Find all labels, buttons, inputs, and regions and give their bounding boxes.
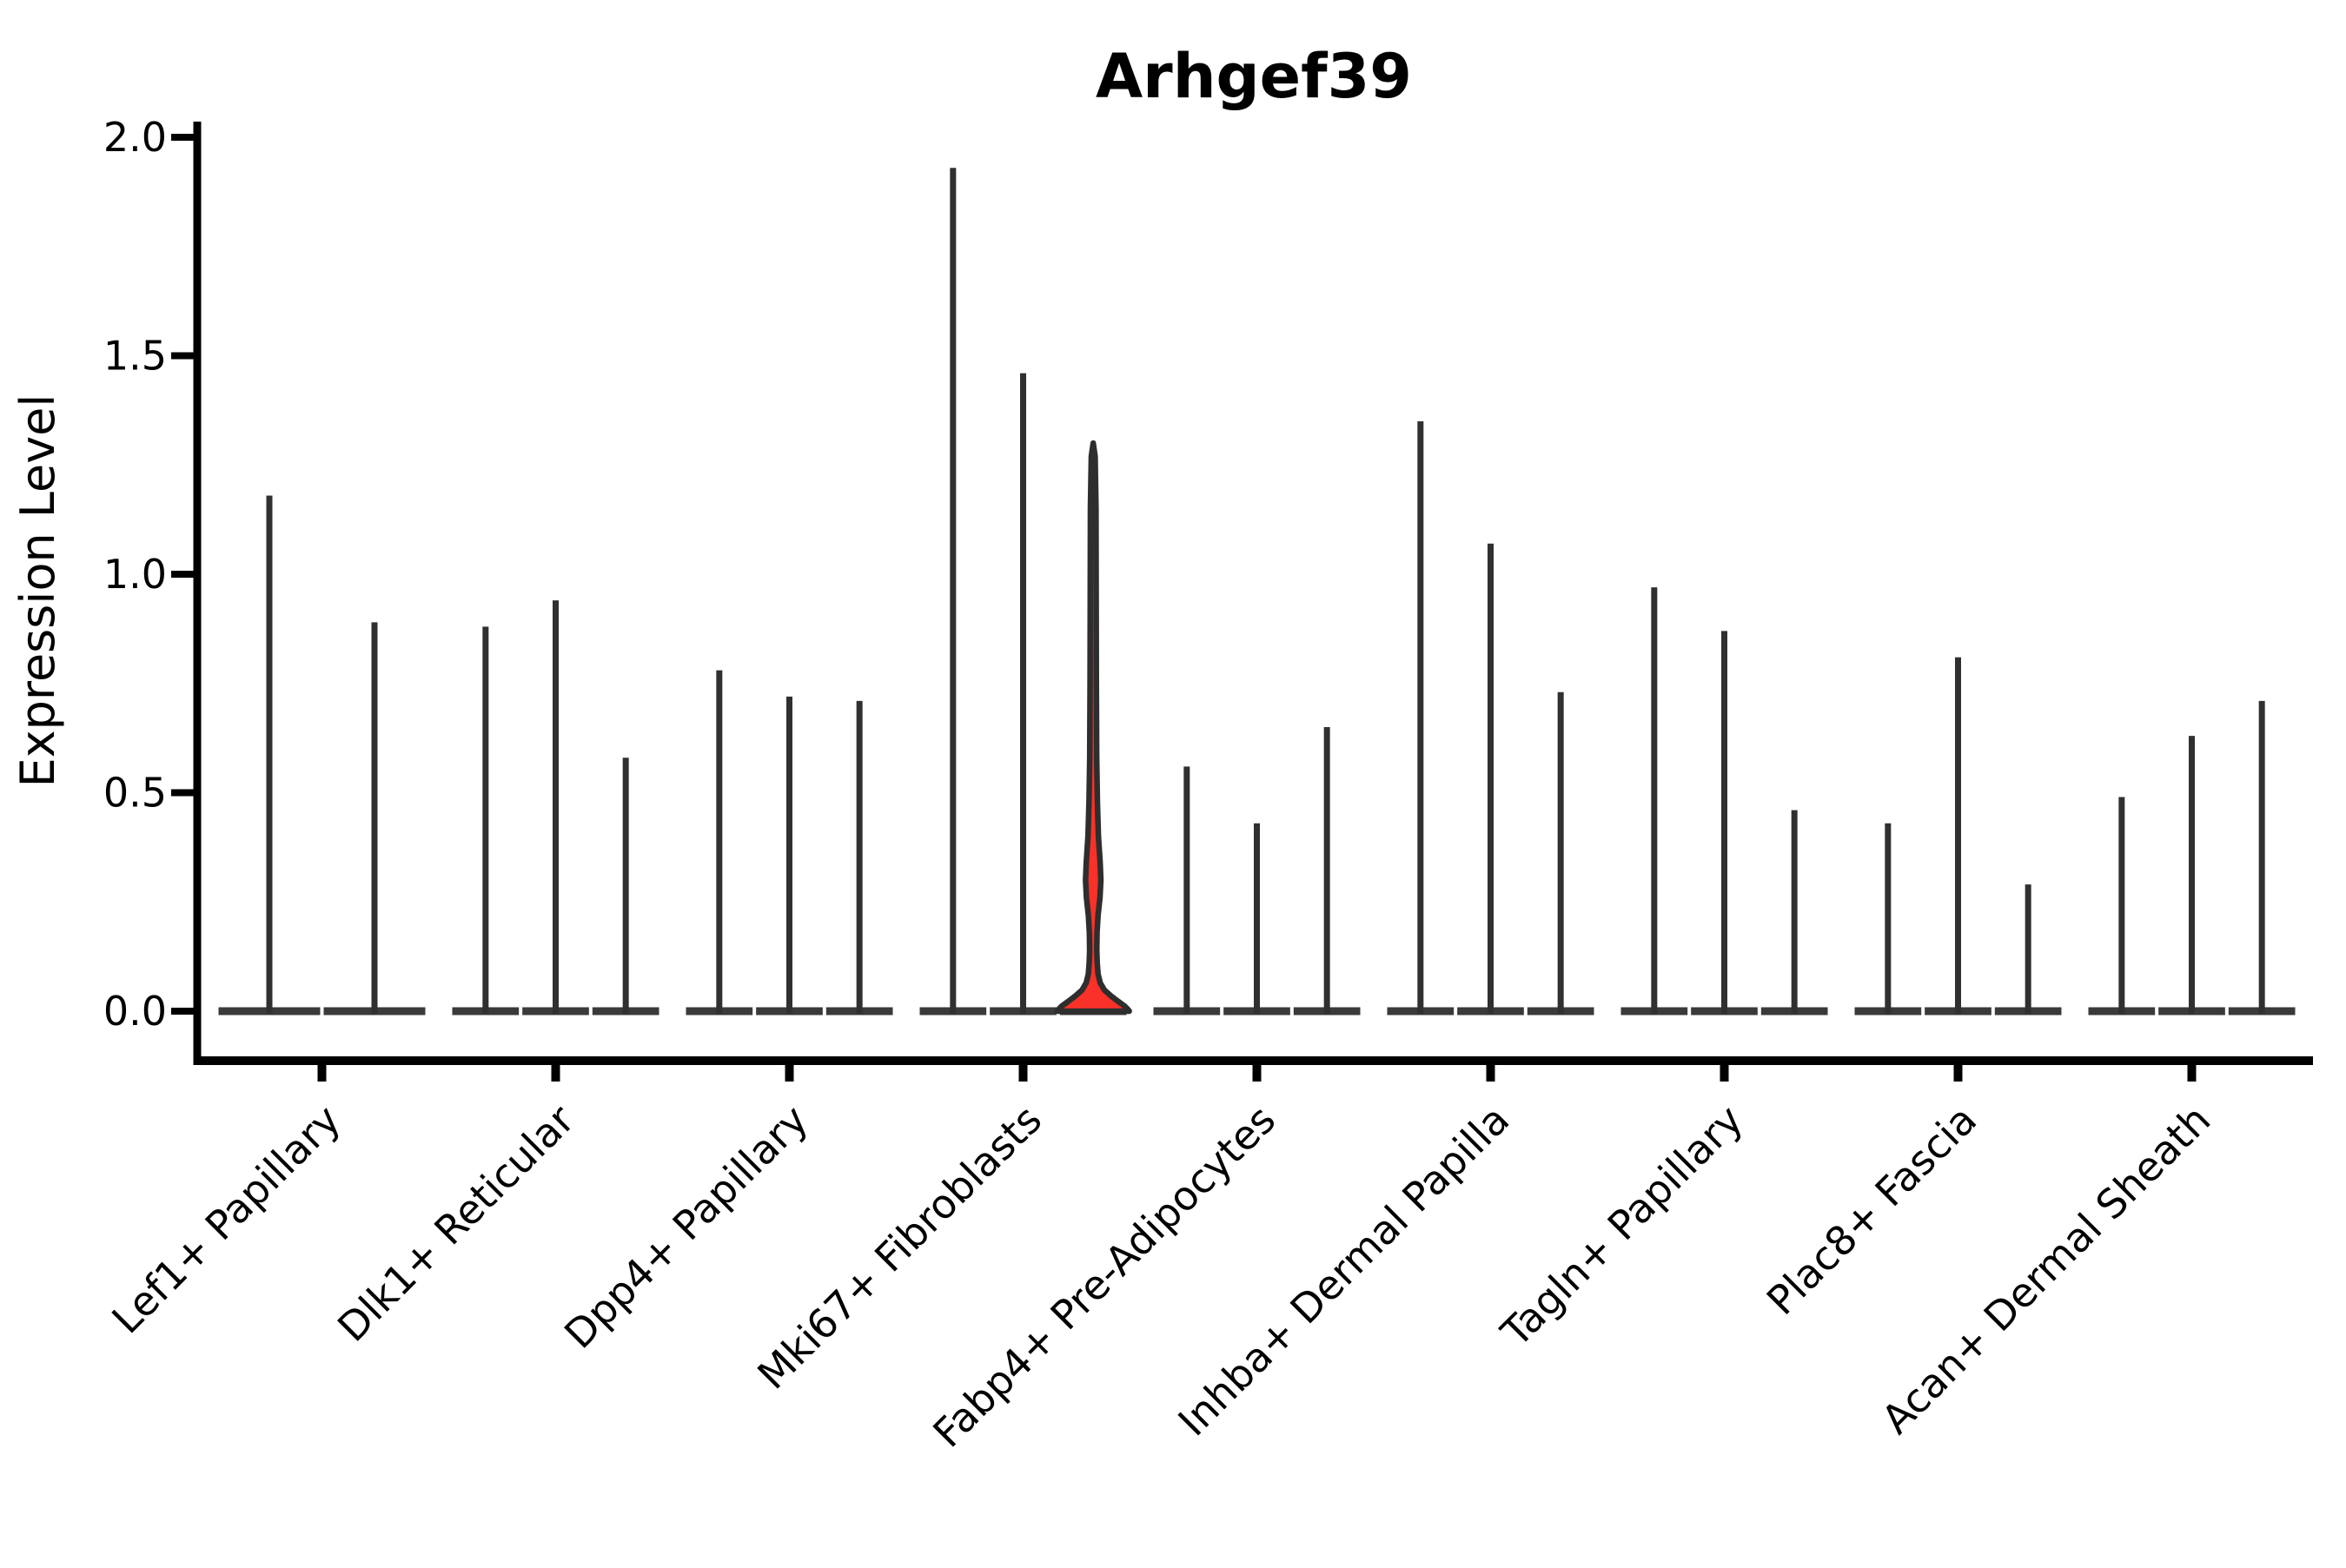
y-tick-label: 2.0 (103, 114, 167, 161)
x-category-label: Dlk1+ Reticular (328, 1096, 583, 1351)
x-category-label: Dpp4+ Papillary (555, 1096, 817, 1358)
y-tick-label: 0.5 (103, 770, 167, 817)
chart-title: Arhgef39 (1096, 41, 1412, 112)
y-tick-label: 1.0 (103, 551, 167, 598)
y-tick-label: 0.0 (103, 988, 167, 1035)
x-category-label: Tagln+ Papillary (1492, 1096, 1753, 1357)
y-tick-label: 1.5 (103, 333, 167, 380)
x-category-label: Plac8+ Fascia (1758, 1096, 1985, 1324)
violin-highlighted (1054, 440, 1132, 1015)
x-category-label: Lef1+ Papillary (103, 1096, 349, 1343)
y-axis-title: Expression Level (10, 394, 65, 788)
